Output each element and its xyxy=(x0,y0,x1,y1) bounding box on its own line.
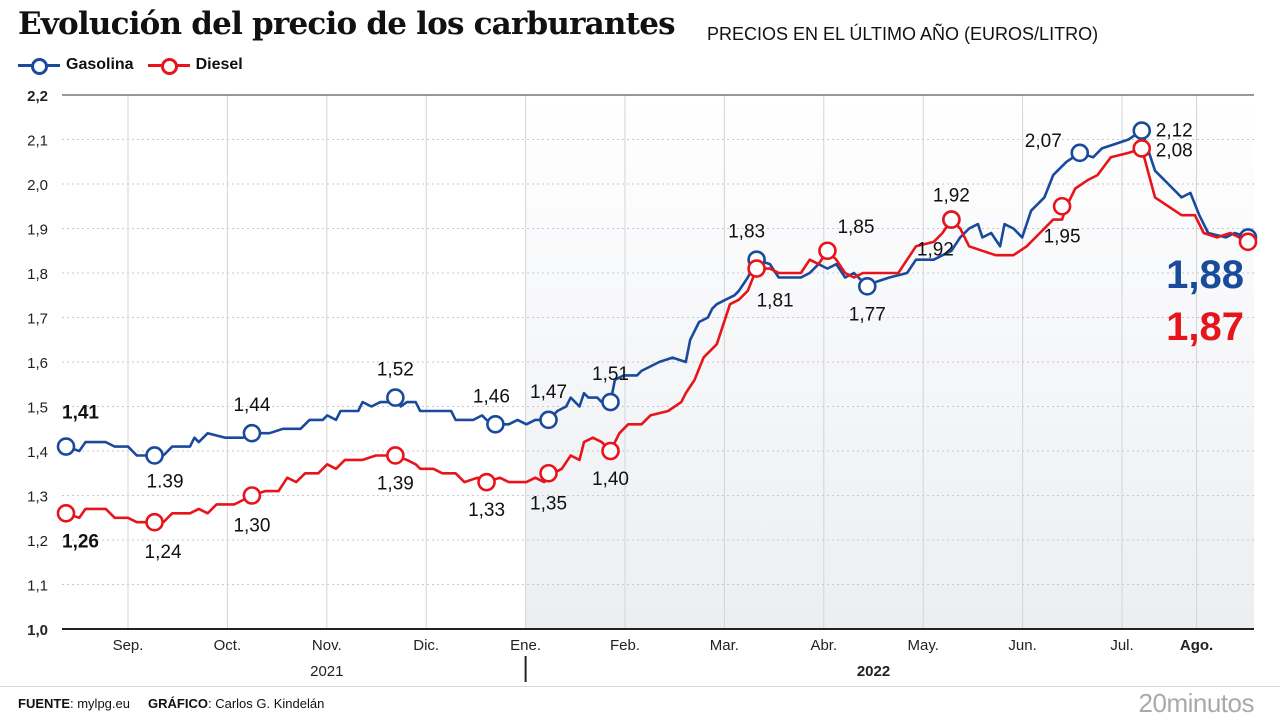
data-label: 1,33 xyxy=(468,500,505,521)
x-tick-label: Oct. xyxy=(214,637,242,654)
brand-logo: 20minutos xyxy=(1138,688,1255,718)
y-tick-label: 1,7 xyxy=(27,311,48,328)
data-label: 1,40 xyxy=(592,469,629,490)
data-label: 1,44 xyxy=(233,395,270,416)
data-label: 1,30 xyxy=(233,516,270,537)
data-label: 2,07 xyxy=(1025,131,1062,152)
graphic-value: : Carlos G. Kindelán xyxy=(208,696,325,711)
data-label: 1,26 xyxy=(62,531,99,552)
data-label: 2,08 xyxy=(1156,140,1193,161)
data-label: 1,35 xyxy=(530,493,567,514)
data-label: 1,46 xyxy=(473,386,510,407)
data-label: 1,47 xyxy=(530,382,567,403)
data-point-marker xyxy=(145,512,164,532)
source-label: FUENTE xyxy=(18,696,70,711)
data-label: 1,92 xyxy=(933,186,970,207)
data-point-marker xyxy=(1132,139,1152,158)
data-label: 1,83 xyxy=(728,222,765,243)
data-point-marker xyxy=(1070,143,1090,163)
y-tick-label: 1,8 xyxy=(27,266,48,283)
data-point-marker xyxy=(942,210,961,229)
source-value: : mylpg.eu xyxy=(70,696,130,711)
data-point-marker xyxy=(477,472,496,492)
data-point-marker xyxy=(747,259,766,278)
data-point-marker xyxy=(539,410,558,430)
data-label: 2,12 xyxy=(1156,121,1193,142)
data-label: 1,81 xyxy=(757,291,794,312)
legend-label-diesel: Diesel xyxy=(195,56,243,73)
y-tick-label: 2,2 xyxy=(27,88,48,105)
graphic-label: GRÁFICO xyxy=(148,696,208,711)
x-tick-label: Nov. xyxy=(312,637,342,654)
data-label: 1,77 xyxy=(849,304,886,325)
x-tick-label: Abr. xyxy=(810,637,837,654)
x-tick-label: Sep. xyxy=(113,637,144,654)
data-point-marker xyxy=(601,441,620,461)
data-point-marker xyxy=(486,414,505,434)
y-tick-label: 1,0 xyxy=(27,622,48,639)
data-point-marker xyxy=(1132,121,1152,140)
data-label: 1,95 xyxy=(1044,226,1081,247)
data-label: 1,92 xyxy=(917,240,954,261)
x-tick-label: Ene. xyxy=(510,637,541,654)
legend-item-gasolina: Gasolina xyxy=(18,56,134,75)
y-tick-label: 2,0 xyxy=(27,177,48,194)
x-tick-label: Mar. xyxy=(710,637,739,654)
y-tick-label: 1,5 xyxy=(27,400,48,417)
final-value-label: 1,87 xyxy=(1166,305,1244,349)
chart-title: Evolución del precio de los carburantes xyxy=(18,6,676,42)
series-line-diesel xyxy=(65,147,1249,524)
x-tick-label: Ago. xyxy=(1180,637,1213,654)
y-tick-label: 1,4 xyxy=(27,444,48,461)
x-tick-label: Jun. xyxy=(1008,637,1036,654)
legend-label-gasolina: Gasolina xyxy=(66,56,134,73)
data-point-marker xyxy=(539,463,558,483)
legend-swatch-gasolina-icon xyxy=(18,57,60,75)
legend: Gasolina Diesel xyxy=(18,56,243,75)
footer-credits: FUENTE: mylpg.eu GRÁFICO: Carlos G. Kind… xyxy=(18,696,324,711)
data-label: 1.39 xyxy=(147,471,184,492)
data-point-marker xyxy=(56,503,76,523)
data-label: 1,39 xyxy=(377,473,414,494)
data-point-marker xyxy=(1238,232,1258,252)
data-label: 1,41 xyxy=(62,403,99,424)
x-tick-label: Feb. xyxy=(610,637,640,654)
final-value-label: 1,88 xyxy=(1166,253,1244,297)
legend-swatch-diesel-icon xyxy=(147,57,190,75)
data-point-marker xyxy=(386,388,405,407)
series-line-gasolina xyxy=(65,129,1249,457)
year-label: 2021 xyxy=(310,663,343,680)
data-label: 1,85 xyxy=(837,217,874,238)
shaded-2022-region xyxy=(525,95,1254,629)
data-label: 1,51 xyxy=(592,364,629,385)
y-tick-label: 1,1 xyxy=(27,578,48,595)
legend-item-diesel: Diesel xyxy=(147,56,243,75)
y-tick-label: 1,3 xyxy=(27,489,48,506)
data-label: 1,24 xyxy=(145,542,182,563)
x-tick-label: Dic. xyxy=(413,637,439,654)
chart-subtitle: PRECIOS EN EL ÚLTIMO AÑO (EUROS/LITRO) xyxy=(707,24,1099,44)
data-label: 1,52 xyxy=(377,360,414,381)
data-point-marker xyxy=(1052,196,1072,216)
data-point-marker xyxy=(818,241,837,261)
line-chart: 1,0 1,1 1,2 1,3 1,4 1,5 1,6 1,7 1,8 1,9 2,0 2,1 2,2 S… xyxy=(27,88,1258,682)
data-point-marker xyxy=(601,392,620,412)
data-point-marker xyxy=(242,423,262,443)
data-point-marker xyxy=(56,437,76,456)
data-point-marker xyxy=(857,277,877,296)
year-label: 2022 xyxy=(857,663,890,680)
x-tick-label: Jul. xyxy=(1110,637,1133,654)
y-tick-label: 2,1 xyxy=(27,133,48,150)
data-point-marker xyxy=(386,446,405,465)
data-point-marker xyxy=(242,486,262,505)
y-tick-label: 1,6 xyxy=(27,355,48,372)
footer-divider xyxy=(0,686,1280,687)
y-tick-label: 1,9 xyxy=(27,222,48,239)
x-tick-label: May. xyxy=(907,637,938,654)
y-tick-label: 1,2 xyxy=(27,533,48,550)
data-point-marker xyxy=(145,446,164,465)
